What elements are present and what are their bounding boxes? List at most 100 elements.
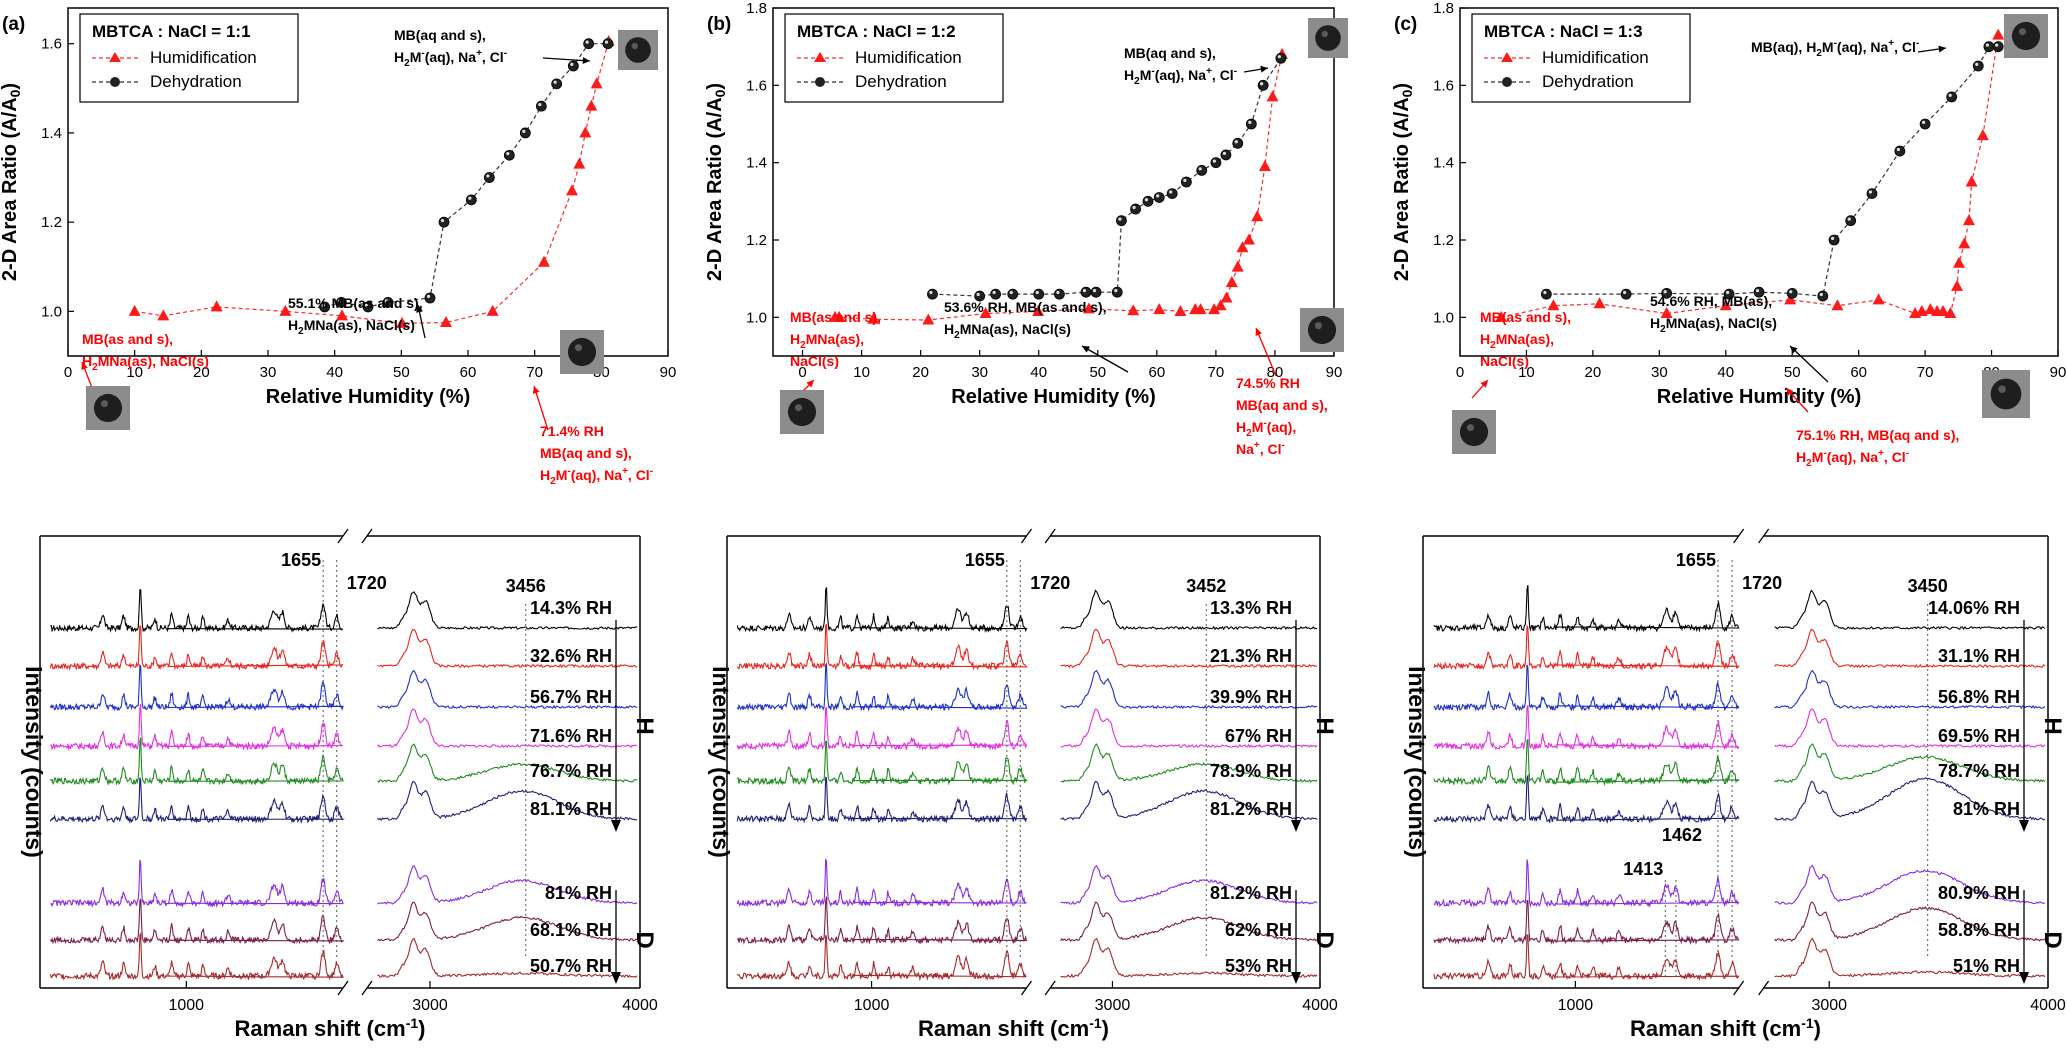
dehydration-point <box>990 288 1002 300</box>
humidification-point <box>538 255 550 267</box>
humidification-point <box>279 304 292 316</box>
dehydration-point-highlight <box>1198 167 1202 171</box>
raman-spectrum <box>1433 738 2046 787</box>
dehydration-point <box>1166 188 1178 200</box>
dehydration-point <box>1866 188 1878 200</box>
annotation-text: 71.4% RH <box>540 423 604 439</box>
plot-frame <box>67 7 669 357</box>
humidification-point <box>1231 260 1244 272</box>
x-axis-label: Relative Humidity (%) <box>1657 386 1861 408</box>
humidification-point <box>1225 276 1238 288</box>
spectrum-rh-label: 78.7% RH <box>1938 761 2020 781</box>
legend-label: Dehydration <box>150 72 242 91</box>
axis-break-mark <box>361 980 373 996</box>
dehydration-point-highlight <box>1118 217 1122 221</box>
humidification-arrowhead <box>1291 820 1301 832</box>
group-label-H: H <box>1311 717 1338 734</box>
humidification-point <box>979 306 992 318</box>
x-tick-label: 50 <box>1089 364 1106 381</box>
droplet-image-glint <box>1466 424 1474 432</box>
droplet-image-glint <box>2018 28 2026 36</box>
y-tick-label: 1.8 <box>1433 0 1454 17</box>
raman-spectrum <box>1433 584 2046 633</box>
humidification-point <box>922 313 935 325</box>
legend-label: Humidification <box>150 48 257 67</box>
y-tick-label: 1.6 <box>746 77 767 94</box>
axis-break-mark <box>1758 528 1770 544</box>
dehydration-point-highlight <box>1183 178 1187 182</box>
spectrum-rh-label: 14.06% RH <box>1928 598 2020 618</box>
x-tick-label: 0 <box>64 364 72 381</box>
annotation-arrowhead <box>1938 45 1946 53</box>
dehydration-point-highlight <box>553 80 557 84</box>
annotation-text: 55.1% MB(as and s), <box>288 295 423 311</box>
humidification-point <box>1174 305 1187 317</box>
dehydration-point-highlight <box>992 290 996 295</box>
dehydration-point-highlight <box>440 218 445 223</box>
raman-spectrum <box>1433 664 2046 712</box>
dehydration-point <box>1894 145 1906 157</box>
dehydration-point-highlight <box>1092 289 1097 293</box>
humidification-point <box>1127 304 1140 316</box>
annotation-text: H2​M-​(aq), Na+​, Cl-​ <box>1796 448 1909 469</box>
axis-break-mark <box>337 528 349 544</box>
humidification-point <box>1965 175 1978 187</box>
droplet-image-particle <box>1990 378 2022 410</box>
annotation-text: H2​M-​(aq), <box>1236 418 1296 439</box>
spectrum-rh-label: 13.3% RH <box>1210 598 1292 618</box>
raman-spectrum <box>1433 773 2046 824</box>
dehydration-point <box>1142 195 1154 207</box>
dehydration-point <box>503 149 515 161</box>
dehydration-point-highlight <box>976 292 980 297</box>
y-tick-label: 1.0 <box>746 309 767 326</box>
dehydration-point-highlight <box>1212 159 1216 163</box>
raman-spectrum <box>50 859 638 908</box>
legend-label: Dehydration <box>855 72 947 91</box>
humidification-point <box>1952 256 1965 268</box>
annotation-text: H2​M-​(aq), Na+​, Cl-​ <box>394 48 507 69</box>
legend-marker <box>110 77 120 87</box>
dehydration-arrowhead <box>1291 972 1301 984</box>
y-axis-label: Intensity (counts) <box>708 666 734 858</box>
droplet-image-particle <box>1315 25 1341 51</box>
dehydration-point <box>1786 287 1798 299</box>
annotation-arrow <box>533 385 549 431</box>
spectrum-rh-label: 58.8% RH <box>1938 920 2020 940</box>
annotation-text: 53.6% RH, MB(as and s), <box>944 299 1107 315</box>
dehydration-point <box>1153 192 1165 203</box>
annotation-text: 54.6% RH, MB(as), <box>1650 293 1772 309</box>
humidification-point <box>566 184 578 196</box>
droplet-image-particle <box>1459 417 1489 447</box>
annotation-text: 75.1% RH, MB(aq and s), <box>1796 427 1959 443</box>
x-tick-label: 40 <box>1717 364 1734 381</box>
dehydration-point <box>1275 52 1287 64</box>
raman-spectrum <box>50 703 638 751</box>
humidification-point <box>1719 299 1732 311</box>
peak-label: 1720 <box>347 573 387 593</box>
dehydration-point <box>1972 60 1984 72</box>
dehydration-point-highlight <box>1222 151 1227 155</box>
dehydration-point-highlight <box>929 290 933 295</box>
dehydration-point-highlight <box>1009 290 1013 295</box>
axis-break-mark <box>1733 980 1745 996</box>
dehydration-point <box>465 194 477 206</box>
spectrum-rh-label: 67% RH <box>1225 726 1292 746</box>
dehydration-point <box>1992 41 2004 53</box>
raman-panel-2: 1000 3000 4000 Raman shift (cm-1) Intensity … <box>708 528 1338 1041</box>
dehydration-point-highlight <box>1819 292 1823 297</box>
peak-label: 1655 <box>281 550 321 570</box>
dehydration-point-highlight <box>1234 140 1238 144</box>
humidification-point <box>336 309 348 321</box>
spectrum-rh-label: 80.9% RH <box>1938 883 2020 903</box>
annotation-text: H2​MNa(as), NaCl(s) <box>944 321 1071 341</box>
legend-label: Humidification <box>855 48 962 67</box>
y-axis-label: 2-D Area Ratio (A/A0) <box>1391 83 1415 281</box>
humidification-point <box>157 309 170 321</box>
humidification-point <box>1915 305 1928 317</box>
humidification-point <box>867 312 880 324</box>
y-tick-label: 1.2 <box>41 214 62 231</box>
droplet-image-glint <box>1998 385 2007 394</box>
annotation-arrow <box>1081 345 1129 373</box>
dehydration-point <box>567 60 579 72</box>
peak-label: 1720 <box>1030 573 1070 593</box>
